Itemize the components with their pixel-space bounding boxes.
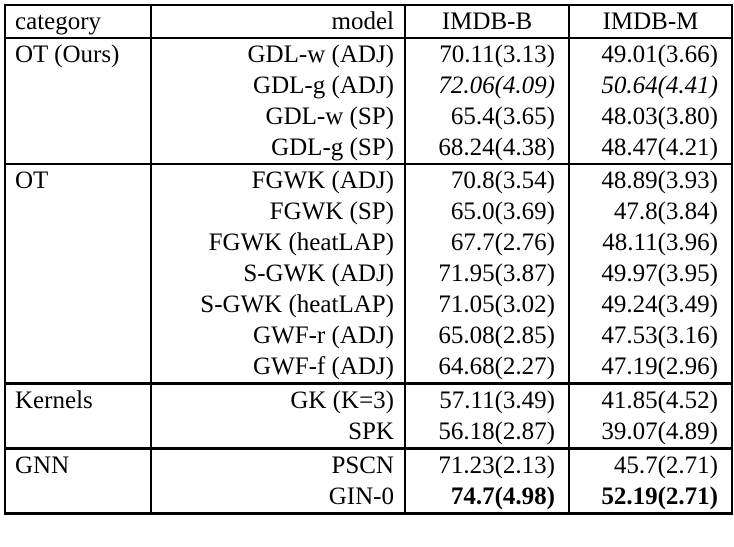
table-row: GNN PSCN 71.23(2.13) 45.7(2.71): [5, 448, 732, 481]
imdb-m-cell: 41.85(4.52): [568, 383, 732, 416]
imdb-m-cell: 48.11(3.96): [568, 227, 732, 258]
table-row: S-GWK (heatLAP) 71.05(3.02) 49.24(3.49): [5, 289, 732, 320]
model-cell: PSCN: [150, 448, 405, 481]
model-cell: FGWK (ADJ): [150, 164, 405, 196]
imdb-m-cell: 48.03(3.80): [568, 101, 732, 132]
header-imdb-m: IMDB-M: [568, 5, 732, 38]
imdb-b-cell: 72.06(4.09): [404, 70, 569, 101]
category-cell: Kernels: [15, 387, 93, 414]
header-model: model: [150, 5, 405, 38]
model-cell: GDL-w (ADJ): [150, 38, 405, 70]
imdb-b-cell: 70.11(3.13): [404, 38, 569, 70]
imdb-b-cell: 71.95(3.87): [404, 258, 569, 289]
imdb-m-cell: 50.64(4.41): [568, 70, 732, 101]
model-cell: GWF-r (ADJ): [150, 320, 405, 351]
model-cell: GDL-g (SP): [150, 132, 405, 164]
category-cell: GNN: [15, 452, 70, 479]
imdb-m-cell: 39.07(4.89): [568, 416, 732, 449]
imdb-m-cell: 49.24(3.49): [568, 289, 732, 320]
model-cell: FGWK (SP): [150, 196, 405, 227]
model-cell: GDL-g (ADJ): [150, 70, 405, 101]
imdb-b-cell: 68.24(4.38): [404, 132, 569, 164]
model-cell: GWF-f (ADJ): [150, 351, 405, 384]
imdb-b-cell: 71.05(3.02): [404, 289, 569, 320]
imdb-m-cell: 49.01(3.66): [568, 38, 732, 70]
imdb-b-cell: 65.08(2.85): [404, 320, 569, 351]
table-row: S-GWK (ADJ) 71.95(3.87) 49.97(3.95): [5, 258, 732, 289]
imdb-m-cell: 47.53(3.16): [568, 320, 732, 351]
imdb-b-cell: 70.8(3.54): [404, 164, 569, 196]
model-cell: SPK: [150, 416, 405, 449]
table-row: GIN-0 74.7(4.98) 52.19(2.71): [5, 481, 732, 514]
model-cell: S-GWK (ADJ): [150, 258, 405, 289]
imdb-m-cell: 48.89(3.93): [568, 164, 732, 196]
category-cell: OT: [15, 167, 49, 194]
header-category: category: [15, 8, 102, 35]
imdb-b-cell: 65.4(3.65): [404, 101, 569, 132]
imdb-b-cell: 74.7(4.98): [404, 481, 569, 514]
model-cell: FGWK (heatLAP): [150, 227, 405, 258]
table-row: FGWK (SP) 65.0(3.69) 47.8(3.84): [5, 196, 732, 227]
imdb-m-cell: 48.47(4.21): [568, 132, 732, 164]
model-cell: S-GWK (heatLAP): [150, 289, 405, 320]
imdb-b-cell: 64.68(2.27): [404, 351, 569, 384]
table-row: Kernels GK (K=3) 57.11(3.49) 41.85(4.52): [5, 383, 732, 416]
model-cell: GIN-0: [150, 481, 405, 514]
table-row: GDL-g (ADJ) 72.06(4.09) 50.64(4.41): [5, 70, 732, 101]
benchmark-results-table: category model IMDB-B IMDB-M OT (Ours) GD…: [4, 4, 733, 515]
imdb-m-cell: 47.8(3.84): [568, 196, 732, 227]
table-row: GWF-r (ADJ) 65.08(2.85) 47.53(3.16): [5, 320, 732, 351]
imdb-m-cell: 45.7(2.71): [568, 448, 732, 481]
header-imdb-b: IMDB-B: [404, 5, 569, 38]
table-row: GWF-f (ADJ) 64.68(2.27) 47.19(2.96): [5, 351, 732, 384]
table-row: OT FGWK (ADJ) 70.8(3.54) 48.89(3.93): [5, 164, 732, 196]
imdb-b-cell: 56.18(2.87): [404, 416, 569, 449]
header-row: category model IMDB-B IMDB-M: [5, 5, 732, 38]
imdb-b-cell: 67.7(2.76): [404, 227, 569, 258]
imdb-m-cell: 47.19(2.96): [568, 351, 732, 384]
model-cell: GDL-w (SP): [150, 101, 405, 132]
imdb-m-cell: 52.19(2.71): [568, 481, 732, 514]
model-cell: GK (K=3): [150, 383, 405, 416]
table-row: OT (Ours) GDL-w (ADJ) 70.11(3.13) 49.01(3.6…: [5, 38, 732, 70]
table-row: SPK 56.18(2.87) 39.07(4.89): [5, 416, 732, 449]
table-body: OT (Ours) GDL-w (ADJ) 70.11(3.13) 49.01(3.6…: [5, 38, 732, 514]
imdb-b-cell: 57.11(3.49): [404, 383, 569, 416]
table-row: FGWK (heatLAP) 67.7(2.76) 48.11(3.96): [5, 227, 732, 258]
imdb-b-cell: 71.23(2.13): [404, 448, 569, 481]
category-cell: OT (Ours): [15, 41, 120, 68]
imdb-b-cell: 65.0(3.69): [404, 196, 569, 227]
table-row: GDL-g (SP) 68.24(4.38) 48.47(4.21): [5, 132, 732, 164]
table-row: GDL-w (SP) 65.4(3.65) 48.03(3.80): [5, 101, 732, 132]
imdb-m-cell: 49.97(3.95): [568, 258, 732, 289]
